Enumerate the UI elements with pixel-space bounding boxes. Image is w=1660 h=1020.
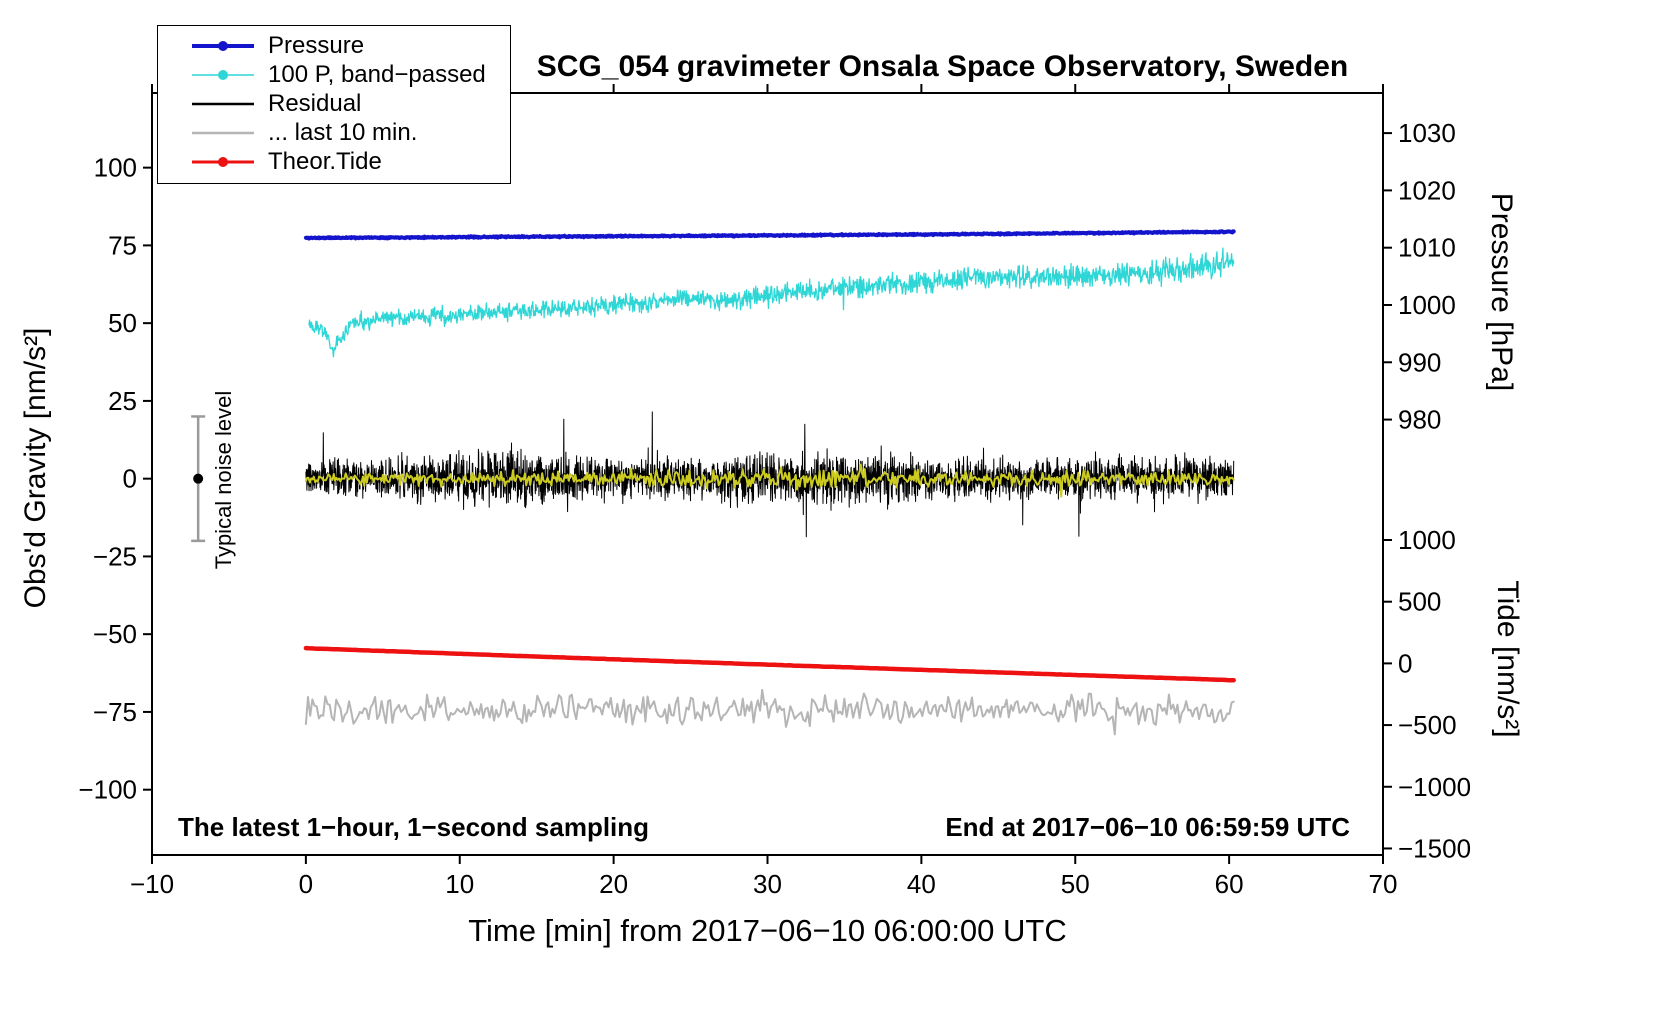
legend-item-last-10-min: ... last 10 min. [158,118,510,147]
legend-label: Theor.Tide [268,147,382,175]
x-tick-label: 50 [1061,869,1090,899]
gravity-tick-label: 50 [108,308,137,338]
tide-tick-label: −1000 [1398,772,1471,802]
noise-level-marker [191,415,206,543]
pressure-tick-label: 1000 [1398,290,1456,320]
legend-label: 100 P, band−passed [268,60,486,88]
legend-label: Residual [268,89,362,117]
gravity-tick-label: −100 [78,775,137,805]
x-tick-label: −10 [130,869,174,899]
tide-tick-label: 1000 [1398,525,1456,555]
pressure-tick-label: 1010 [1398,233,1456,263]
tide-tick-label: −500 [1398,710,1457,740]
legend-item-pressure: Pressure [158,31,510,60]
chart-title: SCG_054 gravimeter Onsala Space Observat… [536,50,1349,83]
legend-line-sample [192,156,254,167]
series-theoretical-tide [303,645,1236,683]
gravity-tick-label: 75 [108,230,137,260]
x-axis-label: Time [min] from 2017−06−10 06:00:00 UTC [468,913,1067,948]
pressure-axis-label: Pressure [hPa] [1485,192,1518,392]
tide-tick-label: 0 [1398,648,1412,678]
legend-marker-dot [218,69,228,80]
legend-line-sample [192,69,254,80]
legend-item-residual: Residual [158,89,510,118]
x-tick-label: 10 [445,869,474,899]
pressure-tick-label: 980 [1398,405,1441,435]
legend-marker-dot [218,156,228,167]
legend-label: ... last 10 min. [268,118,418,146]
series-residual-smoothed [304,463,1235,498]
legend-item-theor-tide: Theor.Tide [158,147,510,176]
x-tick-label: 60 [1215,869,1244,899]
pressure-tick-label: 1030 [1398,118,1456,148]
pressure-tick-label: 1020 [1398,175,1456,205]
typical-noise-level-label: Typical noise level [211,390,236,570]
tide-tick-label: 500 [1398,587,1441,617]
tide-tick-label: −1500 [1398,833,1471,863]
x-tick-label: 30 [753,869,782,899]
series-band-passed-pressure [308,247,1235,358]
x-tick-label: 0 [299,869,313,899]
x-tick-label: 40 [907,869,936,899]
legend-marker-dot [218,40,228,51]
gravity-tick-label: 25 [108,386,137,416]
x-tick-label: 70 [1369,869,1398,899]
gravity-tick-label: −75 [93,697,137,727]
noise-level-dot [193,473,204,484]
legend-line-sample [192,102,254,105]
gravity-tick-label: −25 [93,541,137,571]
legend: Pressure 100 P, band−passed Residual... la… [157,25,511,184]
x-tick-label: 20 [599,869,628,899]
tide-axis-label: Tide [nm/s²] [1491,580,1524,738]
legend-label: Pressure [268,31,365,59]
gravity-tick-label: −50 [93,619,137,649]
series-residual [305,411,1235,538]
left-y-axis-label: Obs'd Gravity [nm/s²] [19,327,52,609]
series-pressure [303,229,1236,241]
pressure-tick-label: 990 [1398,347,1441,377]
end-time-annotation: End at 2017−06−10 06:59:59 UTC [945,812,1350,842]
legend-line-sample [192,131,254,134]
gravity-tick-label: 0 [123,464,137,494]
gravity-tick-label: 100 [94,153,137,183]
legend-line-sample [192,40,254,51]
sampling-annotation: The latest 1−hour, 1−second sampling [178,812,650,842]
legend-item-100-p-band-passed: 100 P, band−passed [158,60,510,89]
series-last-10-min [304,688,1235,736]
